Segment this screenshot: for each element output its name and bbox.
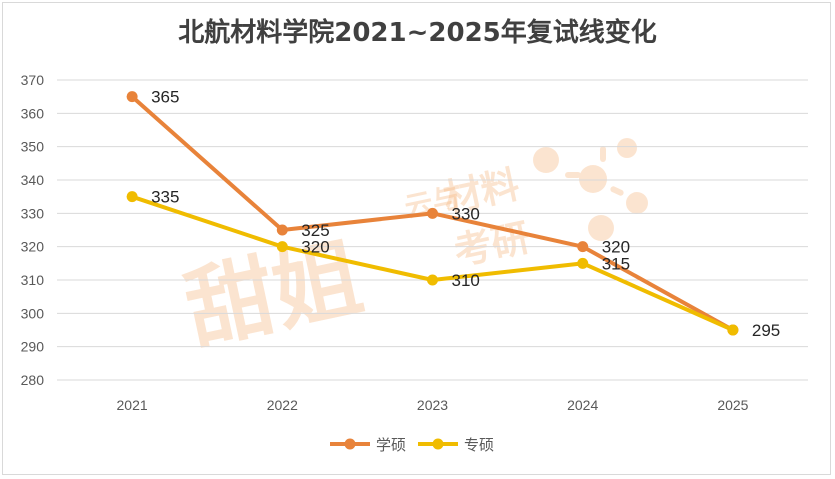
- y-tick-label: 280: [21, 372, 45, 388]
- y-axis: 280 290 300 310 320 330 340 350 360 370: [21, 72, 45, 388]
- data-label: 310: [452, 271, 480, 290]
- data-label: 330: [452, 204, 480, 223]
- y-tick-label: 370: [21, 72, 45, 88]
- legend-swatch-marker: [432, 438, 444, 450]
- series-point-1: [577, 257, 589, 269]
- series-point-0: [427, 207, 438, 219]
- y-tick-label: 330: [21, 205, 45, 221]
- y-tick-label: 350: [21, 139, 45, 155]
- series-point-1: [126, 191, 138, 203]
- x-tick-label: 2023: [417, 397, 448, 413]
- series-point-1: [427, 274, 438, 286]
- x-axis: 2021 2022 2023 2024 2025: [117, 397, 749, 413]
- legend-label: 专硕: [464, 436, 494, 454]
- x-tick-label: 2025: [717, 397, 748, 413]
- x-tick-label: 2024: [567, 397, 598, 413]
- x-tick-label: 2021: [117, 397, 148, 413]
- data-label: 365: [151, 88, 179, 107]
- series-point-1: [276, 241, 288, 253]
- y-tick-label: 360: [21, 105, 45, 121]
- y-tick-label: 320: [21, 239, 45, 255]
- legend-swatch-marker: [344, 438, 356, 450]
- data-label: 325: [301, 221, 329, 240]
- watermark-sun-logo: [533, 138, 648, 241]
- series-point-0: [577, 241, 589, 253]
- data-label: 320: [602, 238, 630, 257]
- data-label: 295: [752, 321, 780, 340]
- y-tick-label: 340: [21, 172, 45, 188]
- chart-title: 北航材料学院2021~2025年复试线变化: [178, 18, 657, 48]
- watermark-small-bottom: 考研: [450, 215, 534, 274]
- series-point-0: [126, 91, 138, 103]
- y-tick-label: 310: [21, 272, 45, 288]
- legend: 学硕 专硕: [330, 436, 494, 454]
- data-label: 320: [301, 238, 329, 257]
- series-point-0: [276, 224, 288, 236]
- data-label: 335: [151, 188, 179, 207]
- x-tick-label: 2022: [267, 397, 298, 413]
- gridlines: [57, 79, 808, 381]
- data-label: 315: [602, 254, 630, 273]
- y-tick-label: 300: [21, 305, 45, 321]
- series-point-1: [727, 324, 739, 336]
- legend-label: 学硕: [376, 436, 406, 454]
- y-tick-label: 290: [21, 339, 45, 355]
- watermark: 甜姐 材料 考研 云与: [177, 138, 648, 362]
- series-group: 365 325 330 320 295 335 320 310 315: [126, 88, 780, 340]
